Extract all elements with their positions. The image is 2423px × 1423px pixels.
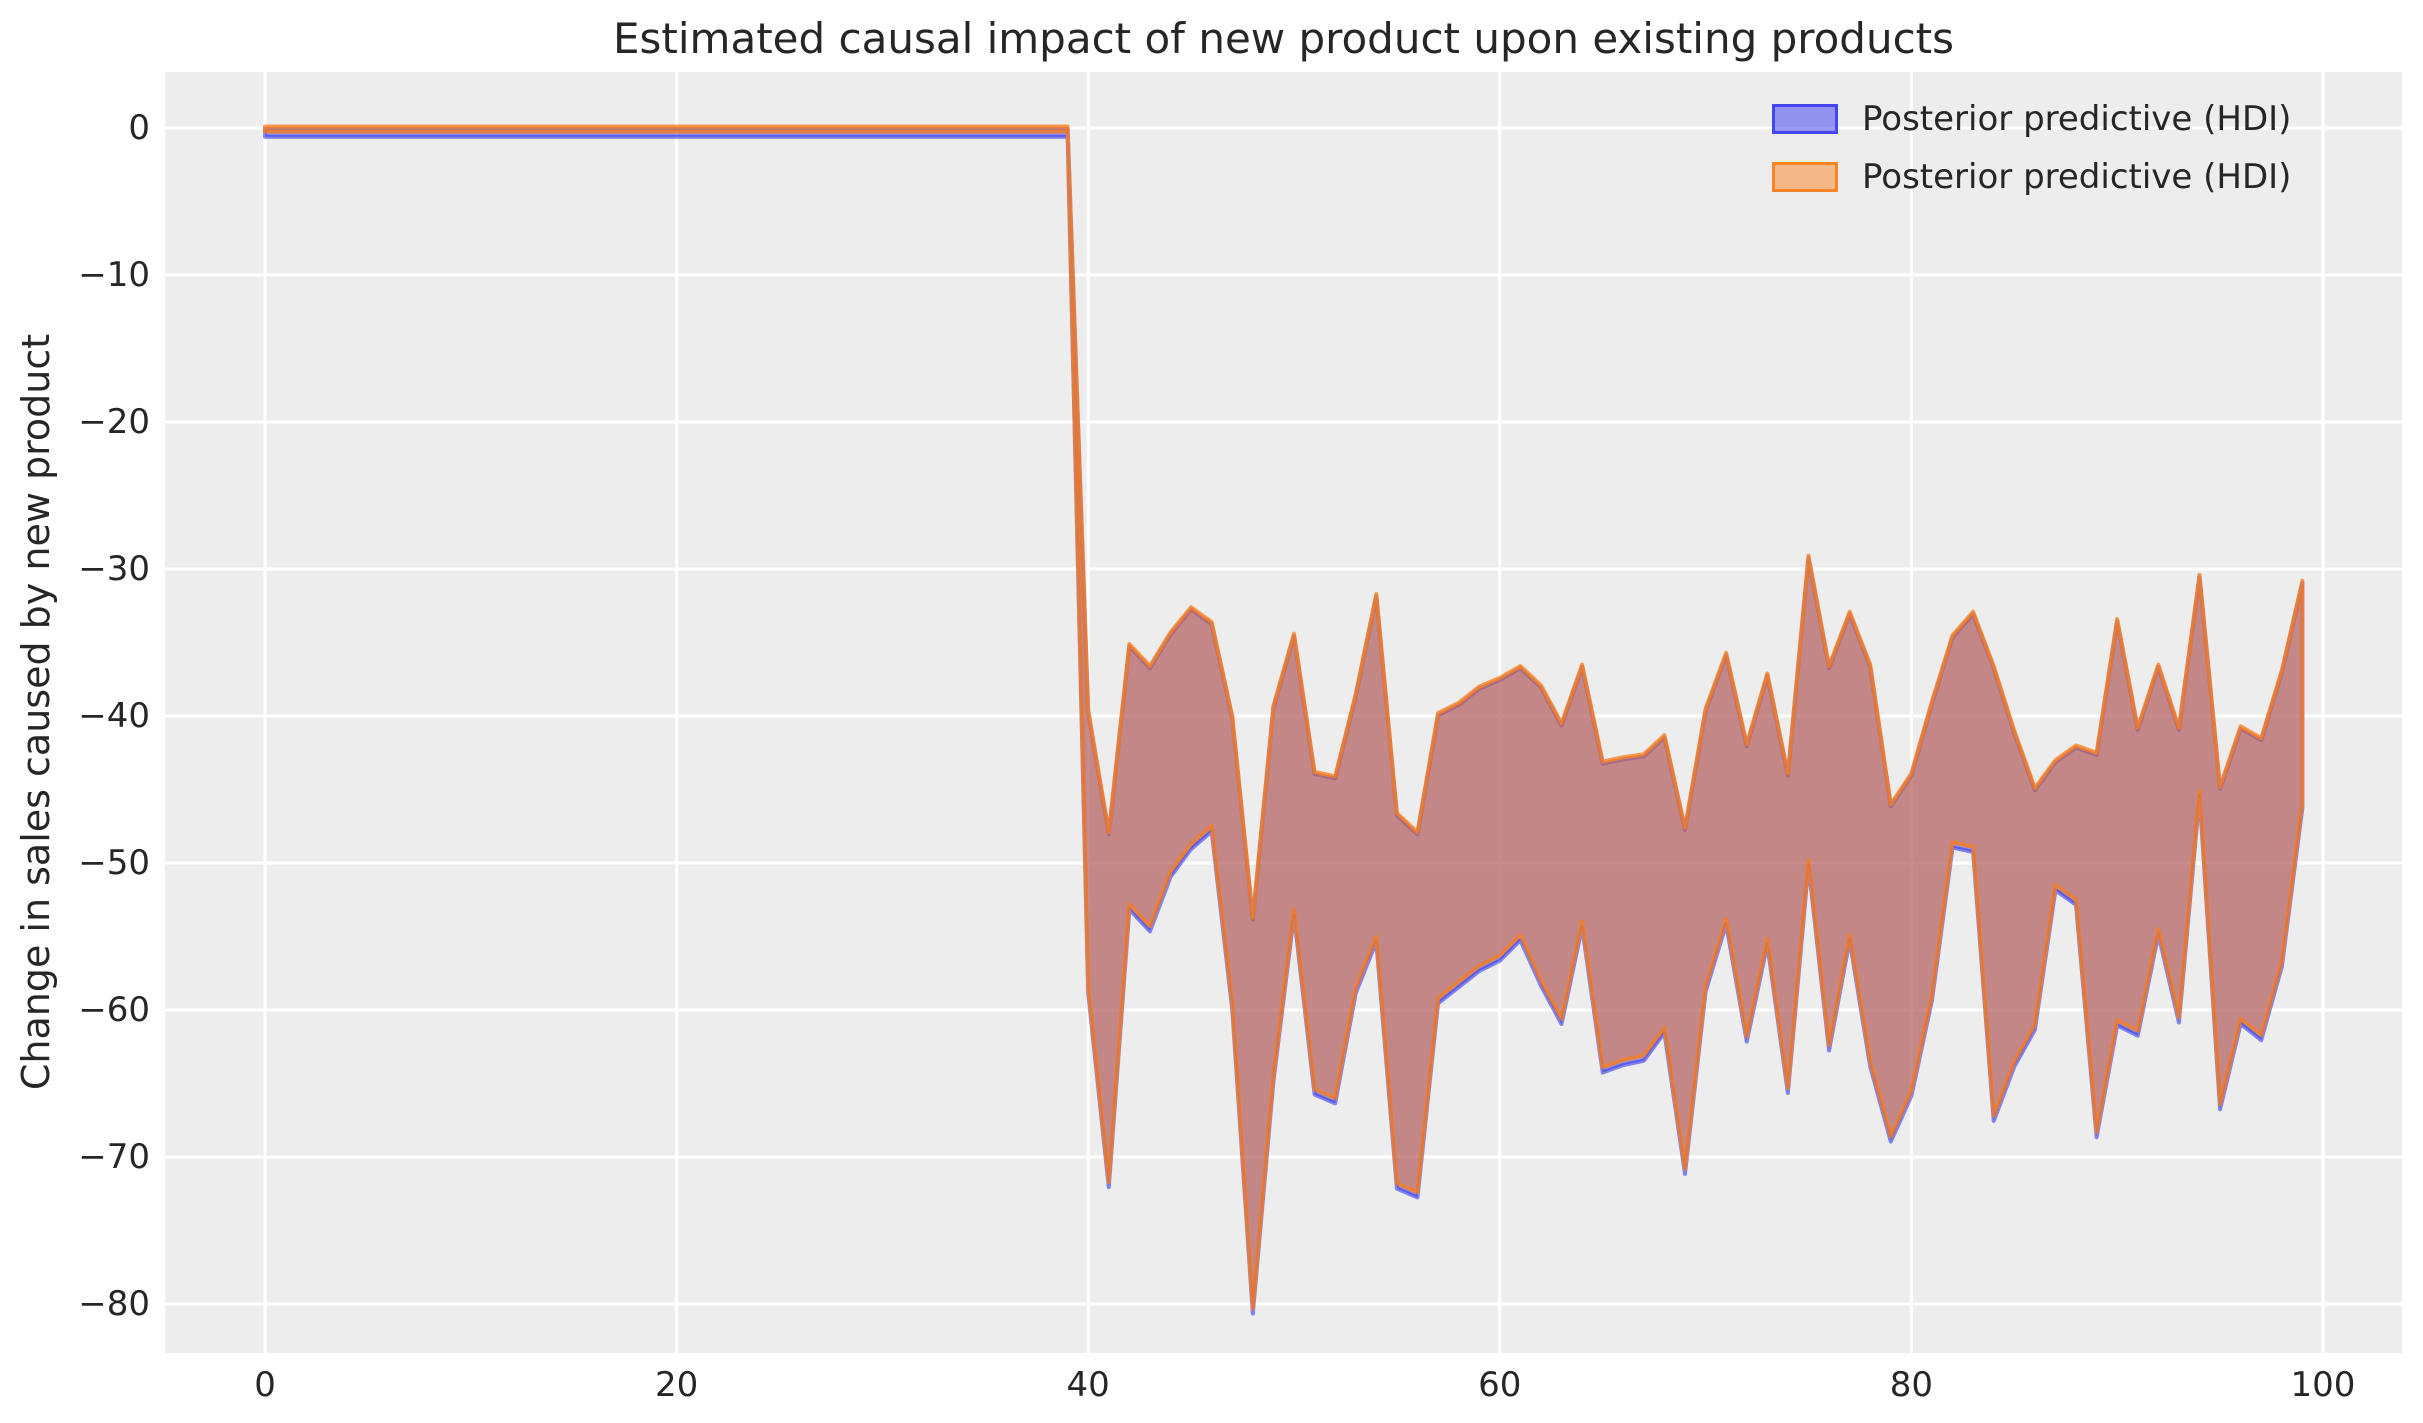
gridlines [165, 72, 2402, 1353]
hdi-band-orange [263, 124, 2305, 1311]
chart-title: Estimated causal impact of new product u… [612, 14, 1955, 63]
y-tick-label: −60 [78, 990, 150, 1031]
y-tick-label: −80 [78, 1284, 150, 1325]
legend-item-orange: Posterior predictive (HDI) [1772, 160, 2291, 194]
orange-hdi-swatch-icon [1772, 162, 1838, 192]
blue-hdi-swatch-icon [1772, 104, 1838, 134]
x-tick-label: 40 [1066, 1365, 1110, 1405]
x-tick-label: 100 [2290, 1365, 2356, 1405]
legend: Posterior predictive (HDI) Posterior pre… [1772, 102, 2291, 218]
x-tick-label: 20 [654, 1365, 699, 1405]
x-tick-label: 0 [254, 1365, 276, 1405]
legend-label: Posterior predictive (HDI) [1862, 99, 2292, 139]
x-tick-label: 80 [1889, 1365, 1933, 1405]
y-tick-label: −40 [78, 696, 150, 737]
plot-area [165, 72, 2402, 1353]
y-tick-label: −30 [78, 549, 150, 590]
y-tick-label: −50 [78, 843, 150, 884]
y-tick-label: −20 [78, 402, 150, 443]
legend-label: Posterior predictive (HDI) [1862, 157, 2292, 197]
x-tick-label: 60 [1478, 1365, 1522, 1405]
y-tick-label: −10 [78, 255, 150, 295]
y-tick-label: −70 [78, 1137, 150, 1178]
legend-item-blue: Posterior predictive (HDI) [1772, 102, 2291, 136]
y-tick-label: 0 [128, 108, 150, 148]
